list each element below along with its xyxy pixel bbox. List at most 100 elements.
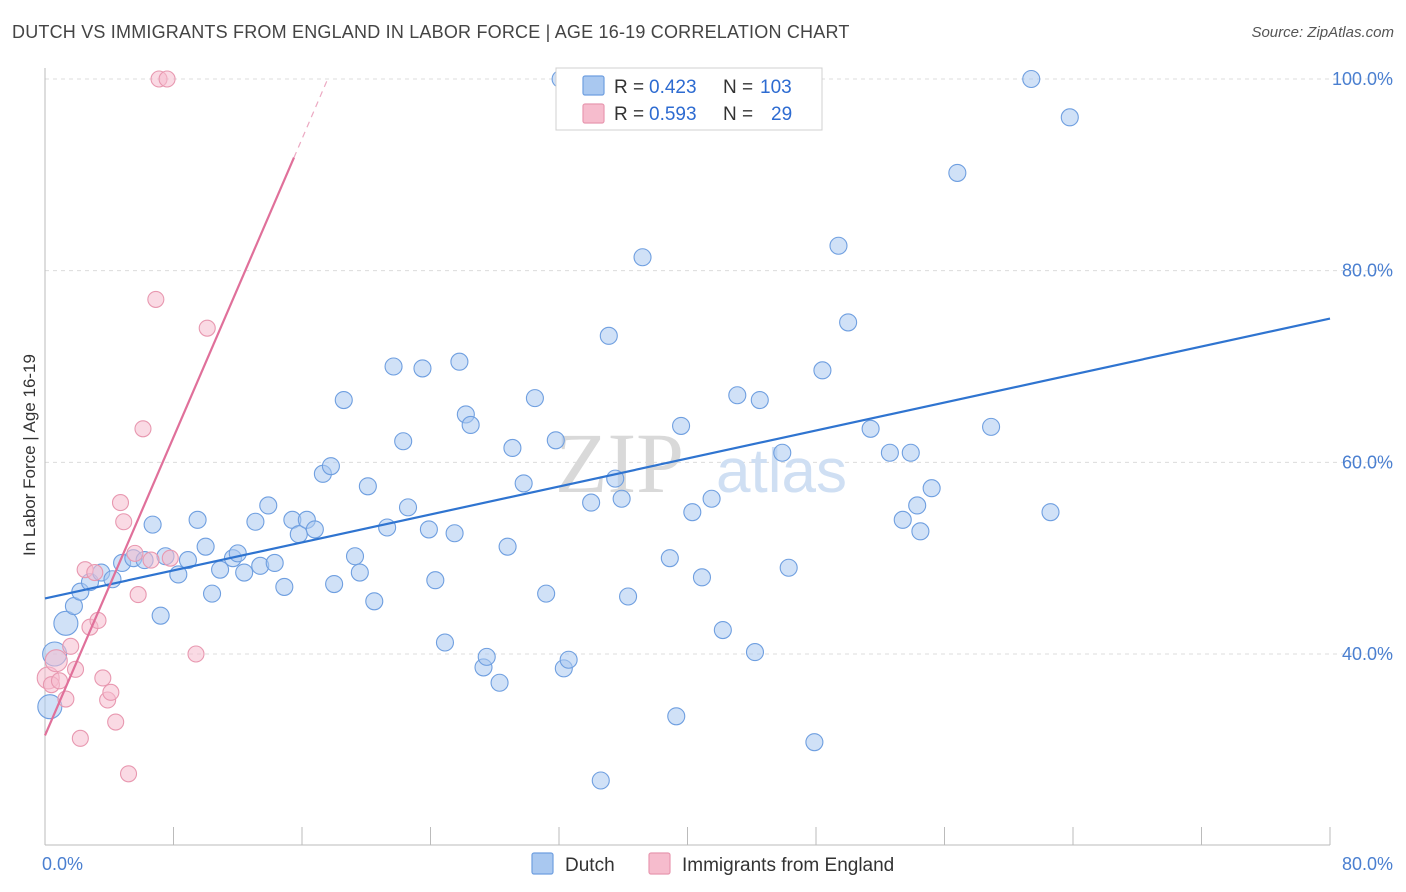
y-tick-labels: 40.0% 60.0% 80.0% 100.0% (1332, 69, 1393, 664)
england-point (107, 713, 125, 731)
dutch-point (325, 574, 344, 594)
y-axis-title: In Labor Force | Age 16-19 (20, 354, 39, 556)
dutch-point (275, 577, 294, 596)
y-tick-label: 100.0% (1332, 69, 1393, 89)
england-point (119, 765, 138, 783)
correlation-legend: R = 0.423 N = 103 R = 0.593 N = 29 (555, 67, 823, 131)
england-point (147, 290, 165, 308)
england-point (86, 563, 104, 582)
dutch-point (525, 389, 544, 408)
bottom-legend-label-dutch: Dutch (565, 855, 615, 876)
england-point (62, 637, 80, 655)
dutch-point (334, 390, 353, 410)
england-trend-extension (293, 78, 329, 158)
grid-lines (45, 78, 1392, 655)
dutch-point (413, 359, 432, 378)
legend-n-value-england: 29 (771, 104, 792, 125)
dutch-point (514, 474, 533, 493)
dutch-point (503, 438, 522, 458)
series-legend: Dutch Immigrants from England (531, 852, 894, 876)
dutch-point (477, 647, 496, 666)
dutch-point (53, 610, 79, 636)
x-tick-labels: 0.0% 80.0% (42, 854, 1393, 874)
england-point (129, 586, 147, 604)
england-point (44, 649, 68, 673)
england-point (142, 551, 160, 569)
dutch-point (265, 553, 284, 573)
axes (44, 68, 1331, 846)
dutch-point (365, 592, 384, 611)
dutch-point (1041, 503, 1060, 522)
dutch-point (582, 493, 601, 512)
dutch-point (498, 537, 517, 556)
dutch-point (235, 563, 254, 582)
dutch-point (612, 489, 631, 508)
dutch-point (893, 510, 912, 529)
dutch-point (948, 163, 967, 182)
trend-lines (43, 78, 1331, 736)
dutch-point (321, 457, 340, 476)
dutch-point (358, 477, 377, 496)
dutch-point (426, 571, 445, 590)
legend-r-label-england: R = (614, 104, 644, 125)
dutch-point (922, 479, 941, 498)
dutch-point (683, 503, 702, 522)
dutch-point (537, 584, 556, 603)
bottom-legend-swatch-dutch (531, 852, 554, 875)
dutch-point (178, 551, 198, 570)
dutch-point (633, 248, 652, 267)
legend-n-value-dutch: 103 (760, 77, 792, 98)
england-trend-line (43, 157, 295, 736)
y-tick-label: 80.0% (1342, 261, 1393, 281)
x-tick-label: 80.0% (1342, 854, 1393, 874)
bottom-legend-swatch-england (648, 852, 671, 875)
england-point (134, 420, 152, 438)
england-point (126, 544, 144, 562)
dutch-point (599, 326, 618, 345)
dutch-point (982, 417, 1001, 436)
legend-r-label-dutch: R = (614, 77, 644, 98)
dutch-point (713, 620, 732, 640)
legend-n-label-dutch: N = (723, 77, 753, 98)
england-point (94, 669, 112, 687)
dutch-point (901, 443, 920, 462)
dutch-point (880, 443, 899, 462)
dutch-point (745, 643, 765, 662)
dutch-point (692, 568, 712, 587)
dutch-point (203, 584, 222, 603)
dutch-point (259, 496, 278, 515)
dutch-point (559, 650, 578, 669)
dutch-point (1060, 108, 1079, 127)
dutch-points (37, 69, 1079, 790)
dutch-point (398, 498, 418, 517)
dutch-point (345, 547, 365, 566)
dutch-point (829, 236, 848, 255)
england-point (198, 319, 216, 337)
legend-r-value-dutch: 0.423 (649, 77, 697, 98)
dutch-point (911, 522, 930, 541)
chart-source: Source: ZipAtlas.com (1251, 24, 1394, 41)
england-point (187, 645, 205, 663)
dutch-point (143, 515, 162, 534)
dutch-point (461, 415, 480, 435)
dutch-trend-line (44, 317, 1331, 600)
dutch-point (384, 357, 403, 376)
dutch-point (188, 510, 207, 529)
dutch-point (773, 443, 792, 462)
dutch-point (546, 431, 565, 450)
dutch-point (1022, 69, 1041, 89)
dutch-point (702, 489, 721, 508)
dutch-point (445, 524, 464, 543)
y-tick-label: 60.0% (1342, 452, 1393, 472)
dutch-point (350, 563, 369, 582)
dutch-point (813, 361, 832, 380)
dutch-point (660, 549, 679, 568)
legend-r-value-england: 0.593 (649, 104, 697, 125)
dutch-point (908, 496, 927, 515)
dutch-point (246, 512, 265, 531)
dutch-point (861, 419, 880, 438)
bottom-legend-label-england: Immigrants from England (682, 855, 894, 876)
dutch-point (728, 386, 747, 405)
dutch-point (779, 558, 798, 577)
dutch-point (667, 707, 686, 726)
